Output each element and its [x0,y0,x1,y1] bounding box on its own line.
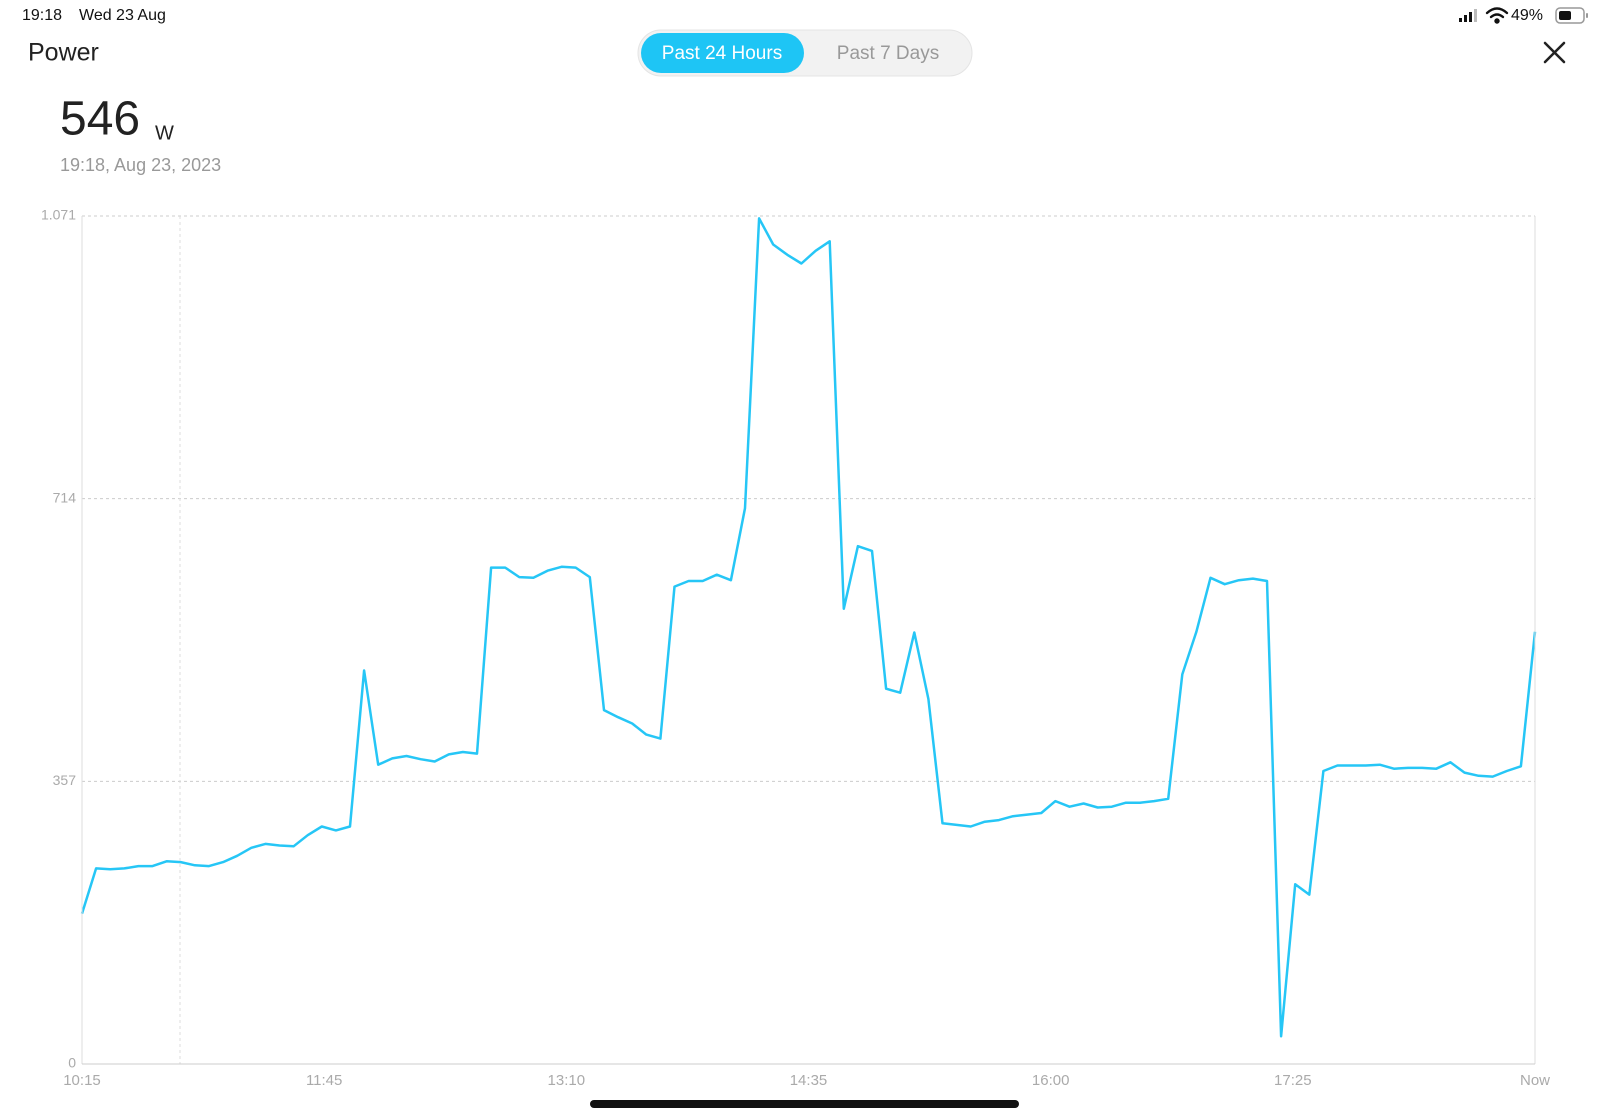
tab[interactable]: Past 24 Hours [662,43,782,64]
y-tick-label: 1.071 [41,207,76,223]
tab[interactable]: Past 7 Days [837,43,939,64]
battery-icon [1555,7,1588,24]
chart: 0 357 714 1.071 10:15 11:45 13:10 14:35 16:00 17:… [41,207,1550,1089]
reading-value: 546 [60,93,140,146]
tab-active-bg [641,33,804,73]
x-tick-label: 16:00 [1032,1072,1070,1089]
page-title: Power [28,39,99,67]
status-date: Wed 23 Aug [79,7,166,24]
close-button[interactable] [1543,41,1566,64]
reading-timestamp: 19:18, Aug 23, 2023 [60,155,221,175]
y-tick-label: 714 [53,489,77,505]
x-tick-label: 17:25 [1274,1072,1312,1089]
x-tick-label: 14:35 [790,1072,828,1089]
x-tick-label: 11:45 [306,1072,342,1089]
x-tick-label: Now [1520,1072,1550,1089]
status-time: 19:18 [22,7,62,24]
reading-unit: W [155,122,174,144]
x-tick-label: 13:10 [548,1072,586,1089]
y-tick-label: 357 [53,772,77,788]
x-tick-label: 10:15 [63,1072,101,1089]
y-tick-label: 0 [68,1055,76,1071]
signal-icon [1459,9,1477,22]
battery-percent: 49% [1511,7,1543,24]
power-line [80,217,1537,1038]
wifi-icon [1485,7,1509,24]
home-indicator [590,1100,1019,1108]
